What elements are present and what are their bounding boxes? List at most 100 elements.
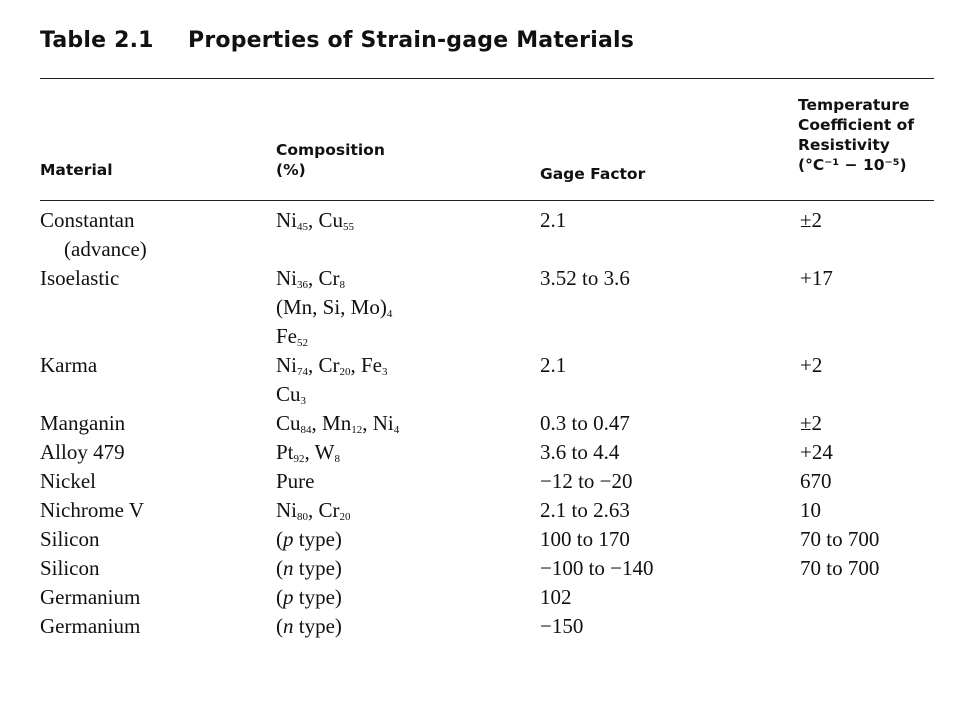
composition-text: type) <box>293 614 342 638</box>
composition-subscript: 92 <box>293 453 305 465</box>
composition-line: Ni80, Cr20 <box>276 496 351 525</box>
table-caption: Table 2.1 Properties of Strain-gage Mater… <box>40 28 634 53</box>
header-composition-line: Composition <box>276 141 385 159</box>
gage-factor-cell: −100 to −140 <box>540 556 654 580</box>
header-material-line: Material <box>40 161 113 179</box>
composition-subscript: 4 <box>393 424 400 436</box>
table-row: Germanium (n type) −150 <box>0 612 960 641</box>
composition-subscript: 45 <box>297 221 308 233</box>
table-row: Constantan (advance) Ni45, Cu55 2.1 ±2 <box>0 206 960 264</box>
composition-subscript: 12 <box>351 424 363 436</box>
temp-coeff-cell: +17 <box>800 266 833 290</box>
composition-subscript: 80 <box>297 511 308 523</box>
composition-element: , Cr <box>308 498 340 522</box>
header-temp-coeff-line: (°C⁻¹ − 10⁻⁵) <box>798 156 907 174</box>
header-material: Material <box>40 160 113 180</box>
composition-text: type) <box>293 585 342 609</box>
gage-factor-cell: 2.1 to 2.63 <box>540 498 630 522</box>
composition-line: (n type) <box>276 554 342 583</box>
composition-line: Ni74, Cr20, Fe3 <box>276 351 388 380</box>
table-row: Silicon (p type) 100 to 170 70 to 700 <box>0 525 960 554</box>
composition-element: , W <box>304 440 335 464</box>
composition-type: n <box>283 556 294 580</box>
material-text: Constantan <box>40 208 135 232</box>
composition-element: , Cr <box>308 353 340 377</box>
table-row: Nickel Pure −12 to −20 670 <box>0 467 960 496</box>
table-row: Karma Ni74, Cr20, Fe3 Cu3 2.1 +2 <box>0 351 960 409</box>
material-text: Germanium <box>40 614 141 638</box>
temp-coeff-cell: 70 to 700 <box>800 527 880 551</box>
composition-cell: (n type) <box>276 612 342 641</box>
header-composition: Composition (%) <box>276 140 385 180</box>
composition-cell: Ni74, Cr20, Fe3 Cu 3 <box>276 351 388 409</box>
temp-coeff-cell: 70 to 700 <box>800 556 880 580</box>
material-text: Nichrome V <box>40 498 145 522</box>
table-row: Alloy 479 Pt92, W8 3.6 to 4.4 +24 <box>0 438 960 467</box>
gage-factor-cell: 2.1 <box>540 353 567 377</box>
gage-factor-cell: 102 <box>540 585 572 609</box>
composition-element: Ni <box>276 208 297 232</box>
composition-line: (Mn, Si, Mo)4 <box>276 293 392 322</box>
composition-subscript: 4 <box>386 308 393 320</box>
composition-type: p <box>283 527 294 551</box>
composition-line: Pure <box>276 467 315 496</box>
composition-text: ( <box>276 585 283 609</box>
material-text: Alloy 479 <box>40 440 125 464</box>
composition-text: type) <box>293 527 342 551</box>
material-text: Silicon <box>40 527 100 551</box>
material-cell: Silicon <box>40 554 100 583</box>
gage-factor-cell: −150 <box>540 614 584 638</box>
composition-element: Fe <box>276 324 297 348</box>
composition-cell: Cu84, Mn12, Ni4 <box>276 409 399 438</box>
gage-factor-cell: 2.1 <box>540 208 567 232</box>
material-cell: Constantan (advance) <box>40 206 147 264</box>
composition-text: ( <box>276 556 283 580</box>
composition-subscript: 84 <box>300 424 312 436</box>
gage-factor-cell: 100 to 170 <box>540 527 630 551</box>
material-cell: Germanium <box>40 612 140 641</box>
composition-element: Ni <box>276 498 297 522</box>
composition-subscript: 3 <box>382 366 388 378</box>
material-cell: Germanium <box>40 583 140 612</box>
composition-line: (n type) <box>276 612 342 641</box>
composition-subscript: 74 <box>297 366 308 378</box>
composition-subscript: 55 <box>343 221 355 233</box>
composition-line: Pt92, W8 <box>276 438 340 467</box>
temp-coeff-cell: ±2 <box>800 411 823 435</box>
composition-subscript: 52 <box>297 337 308 349</box>
material-cell: Isoelastic <box>40 264 119 293</box>
composition-element: , Ni <box>362 411 394 435</box>
header-gage-factor-line: Gage Factor <box>540 165 646 183</box>
material-text: Germanium <box>40 585 141 609</box>
gage-factor-cell: 3.6 to 4.4 <box>540 440 620 464</box>
temp-coeff-cell: +2 <box>800 353 823 377</box>
composition-cell: (n type) <box>276 554 342 583</box>
composition-line: Ni36, Cr8 <box>276 264 392 293</box>
composition-element: Cu <box>276 382 301 406</box>
composition-element: , Cr <box>308 266 340 290</box>
material-text: Silicon <box>40 556 100 580</box>
composition-element: , Mn <box>311 411 352 435</box>
material-cell: Nickel <box>40 467 96 496</box>
composition-text: ( <box>276 527 283 551</box>
gage-factor-cell: 0.3 to 0.47 <box>540 411 630 435</box>
table-row: Germanium (p type) 102 <box>0 583 960 612</box>
composition-cell: Ni45, Cu55 <box>276 206 354 235</box>
header-temp-coeff: Temperature Coefficient of Resistivity (… <box>798 95 914 175</box>
composition-element: Ni <box>276 266 297 290</box>
header-temp-coeff-line: Temperature <box>798 96 910 114</box>
composition-element: Pure <box>276 469 315 493</box>
temp-coeff-cell: +24 <box>800 440 833 464</box>
composition-element: Ni <box>276 353 297 377</box>
composition-line: (p type) <box>276 583 342 612</box>
table-row: Isoelastic Ni36, Cr8 (Mn, Si, Mo)4 Fe52 3.52… <box>0 264 960 351</box>
header-temp-coeff-line: Coefficient of <box>798 116 915 134</box>
table-number: Table 2.1 <box>40 28 154 53</box>
composition-text: type) <box>293 556 342 580</box>
composition-cell: Ni36, Cr8 (Mn, Si, Mo)4 Fe52 <box>276 264 392 351</box>
composition-text: ( <box>276 614 283 638</box>
composition-cell: Ni80, Cr20 <box>276 496 351 525</box>
table-row: Manganin Cu84, Mn12, Ni4 0.3 to 0.47 ±2 <box>0 409 960 438</box>
material-cell: Nichrome V <box>40 496 144 525</box>
header-rule <box>40 200 934 201</box>
